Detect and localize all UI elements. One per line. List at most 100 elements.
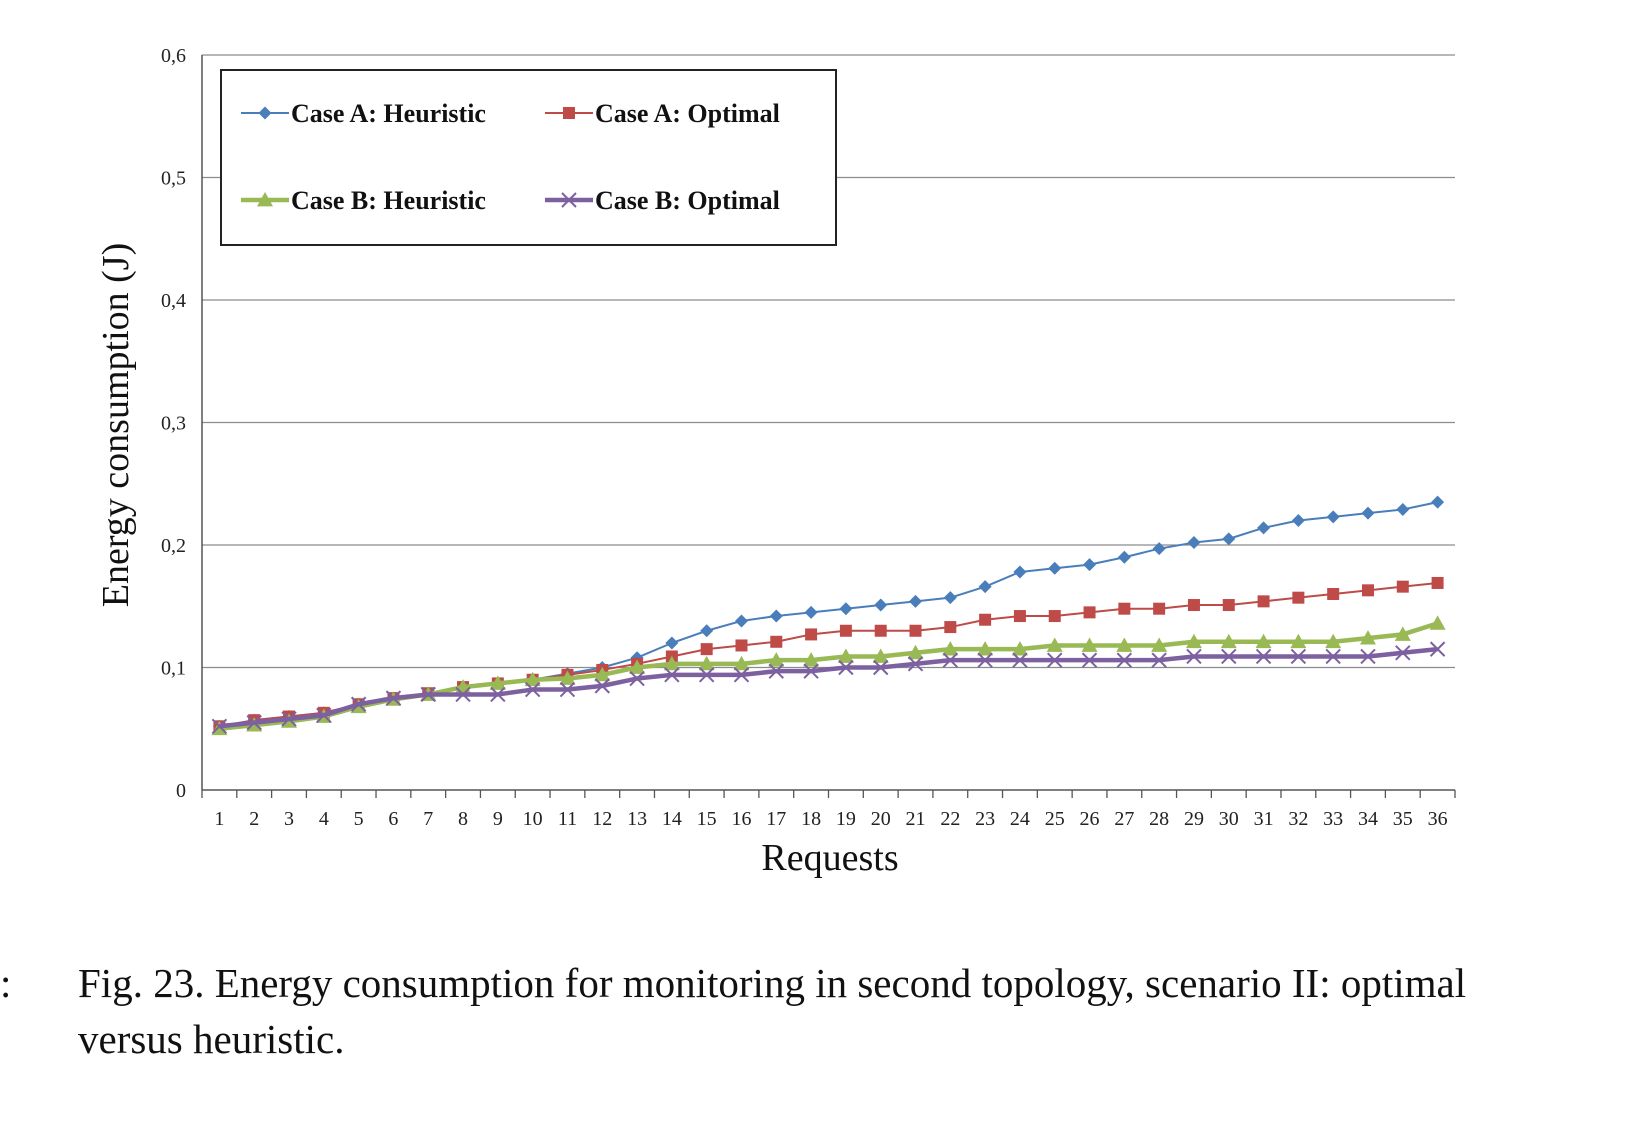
caption-prefix: : (0, 960, 12, 1006)
data-point (1292, 591, 1305, 604)
x-tick-label: 2 (249, 808, 259, 830)
x-tick-label: 13 (627, 808, 647, 830)
data-point (1151, 652, 1167, 668)
data-point (909, 624, 922, 637)
x-tick-label: 22 (940, 808, 960, 830)
data-point (663, 655, 680, 671)
data-point (700, 643, 713, 656)
data-point (1081, 637, 1098, 652)
y-axis-title: Energy consumption (J) (95, 243, 137, 607)
x-tick-label: 12 (592, 808, 612, 830)
data-point (664, 667, 680, 683)
x-tick-label: 28 (1149, 808, 1169, 830)
y-tick-labels: 0 0,1 0,2 0,3 0,4 0,5 0,6 (161, 45, 186, 802)
data-point (1326, 510, 1340, 524)
legend-marker (258, 106, 272, 120)
data-point (734, 614, 748, 628)
legend-label: Case B: Optimal (595, 186, 780, 215)
data-point (1255, 633, 1272, 649)
data-point (872, 648, 889, 663)
x-tick-label: 1 (214, 808, 224, 830)
data-point (1394, 626, 1411, 641)
x-tick-label: 11 (558, 808, 577, 830)
x-axis-title: Requests (761, 837, 898, 879)
data-point (1396, 580, 1409, 593)
data-point (1116, 637, 1133, 652)
x-tick-label: 21 (906, 808, 926, 830)
data-point (629, 670, 645, 687)
data-point (1048, 561, 1062, 575)
data-point (559, 670, 576, 685)
data-point (1325, 648, 1341, 665)
data-point (1291, 514, 1305, 527)
data-point (1152, 542, 1166, 556)
x-tick-label: 27 (1114, 808, 1134, 830)
data-point (1083, 558, 1097, 572)
data-point (1047, 652, 1063, 668)
data-point (1081, 652, 1098, 668)
legend-item: Case A: Heuristic (241, 99, 486, 128)
data-point (594, 666, 611, 682)
series-line (219, 646, 1438, 729)
data-point (943, 591, 957, 605)
data-point (1118, 602, 1131, 615)
data-point (907, 656, 924, 672)
legend-item: Case B: Heuristic (241, 186, 486, 215)
data-point (490, 686, 506, 703)
legend-label: Case A: Heuristic (291, 99, 486, 128)
x-tick-label: 18 (801, 808, 821, 830)
data-point (489, 675, 506, 690)
x-tick-label: 29 (1184, 808, 1204, 830)
x-tick-label: 23 (975, 808, 995, 830)
y-tick-label: 0 (176, 780, 186, 802)
y-tick-label: 0,3 (161, 413, 186, 435)
data-point (559, 681, 576, 698)
legend-label: Case A: Optimal (595, 99, 780, 128)
data-point (594, 678, 610, 694)
data-point (979, 613, 992, 626)
x-tick-label: 26 (1080, 808, 1100, 830)
data-point (977, 652, 993, 668)
data-point (1429, 641, 1446, 657)
y-tick-label: 0,6 (161, 45, 186, 67)
x-tick-label: 3 (284, 808, 294, 830)
data-point (1257, 595, 1270, 608)
data-point (1222, 599, 1235, 612)
data-point (874, 598, 888, 612)
y-tick-label: 0,1 (161, 658, 186, 680)
data-point (1257, 521, 1271, 535)
caption-text: Fig. 23. Energy consumption for monitori… (78, 960, 1467, 1062)
data-point (1013, 610, 1026, 623)
x-tick-label: 20 (871, 808, 891, 830)
data-point (839, 602, 853, 616)
data-point (1359, 630, 1376, 645)
data-point (1429, 615, 1446, 630)
data-point (942, 641, 959, 656)
x-tick-label: 15 (697, 808, 717, 830)
data-point (873, 659, 889, 676)
data-point (1222, 532, 1236, 546)
data-point (316, 707, 332, 723)
data-point (211, 718, 228, 735)
x-tick-label: 17 (766, 808, 786, 830)
data-point (281, 711, 297, 727)
legend-item: Case A: Optimal (545, 99, 780, 128)
data-point (1187, 536, 1201, 550)
data-point (1327, 588, 1340, 600)
y-tick-label: 0,5 (161, 168, 186, 190)
data-point (803, 652, 820, 667)
series-line (219, 621, 1439, 731)
data-point (1116, 652, 1133, 668)
data-point (246, 714, 262, 731)
data-point (909, 594, 923, 608)
legend: Case A: Heuristic Case A: Optimal Case B: … (220, 69, 837, 246)
x-tick-label: 19 (836, 808, 856, 830)
data-point (385, 690, 402, 706)
data-point (1011, 641, 1028, 656)
legend-label: Case B: Heuristic (291, 186, 486, 215)
data-point (1361, 584, 1374, 597)
data-point (1361, 506, 1375, 520)
data-point (838, 659, 854, 676)
data-point (977, 641, 994, 656)
data-point (1431, 495, 1445, 509)
